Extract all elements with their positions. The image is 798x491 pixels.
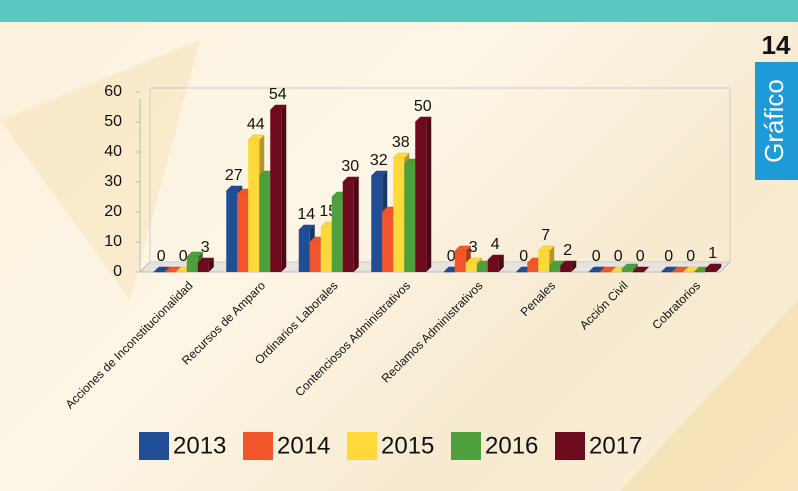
data-label: 27 <box>225 167 243 184</box>
badge-number: 14 <box>762 30 791 60</box>
bar-side <box>632 264 638 272</box>
data-label: 0 <box>157 248 166 265</box>
data-label: 0 <box>614 248 623 265</box>
y-tick-label: 60 <box>104 83 122 100</box>
bar-side <box>571 261 577 272</box>
data-label: 4 <box>491 236 500 253</box>
data-label: 38 <box>392 134 410 151</box>
data-label: 0 <box>179 248 188 265</box>
bar <box>549 266 561 272</box>
badge-box <box>755 62 798 180</box>
bar <box>371 176 383 272</box>
bar-side <box>208 258 214 272</box>
bar <box>621 269 633 272</box>
bar-side <box>498 255 504 272</box>
data-label: 3 <box>469 239 478 256</box>
bar <box>476 266 488 272</box>
data-label: 2 <box>563 242 572 259</box>
bar-side <box>353 177 359 272</box>
bar <box>331 197 343 272</box>
legend-label: 2013 <box>173 432 226 459</box>
data-label: 0 <box>636 248 645 265</box>
bar <box>309 242 321 272</box>
legend-label: 2015 <box>381 432 434 459</box>
bar <box>270 110 282 272</box>
data-label: 32 <box>370 152 388 169</box>
legend-label: 2017 <box>589 432 642 459</box>
bar <box>248 140 260 272</box>
data-label: 3 <box>201 239 210 256</box>
y-tick-label: 50 <box>104 113 122 130</box>
y-tick-label: 40 <box>104 143 122 160</box>
data-label: 0 <box>664 248 673 265</box>
y-tick-label: 0 <box>113 263 122 280</box>
decor <box>0 40 200 300</box>
bar <box>342 182 354 272</box>
data-label: 7 <box>541 227 550 244</box>
data-label: 0 <box>592 248 601 265</box>
data-label: 1 <box>708 245 717 262</box>
legend-swatch <box>555 432 585 460</box>
y-tick-label: 30 <box>104 173 122 190</box>
top-strip <box>0 0 798 22</box>
legend-swatch <box>347 432 377 460</box>
data-label: 54 <box>269 86 287 103</box>
data-label: 0 <box>519 248 528 265</box>
data-label: 50 <box>414 98 432 115</box>
bar <box>705 269 717 272</box>
y-tick-label: 10 <box>104 233 122 250</box>
bar <box>259 176 271 272</box>
bar <box>186 257 198 272</box>
data-label: 44 <box>247 116 265 133</box>
data-label: 0 <box>447 248 456 265</box>
bar <box>527 263 539 272</box>
legend-label: 2014 <box>277 432 330 459</box>
legend-swatch <box>139 432 169 460</box>
bar-side <box>281 105 287 272</box>
x-tick-label: Acción Civil <box>577 278 631 332</box>
legend-swatch <box>243 432 273 460</box>
x-tick-label: Penales <box>518 278 559 319</box>
bar <box>404 164 416 272</box>
bar <box>393 158 405 272</box>
bar <box>197 263 209 272</box>
bar-side <box>426 117 432 272</box>
bar <box>487 260 499 272</box>
badge-label: Gráfico <box>759 79 789 163</box>
back-wall <box>149 87 731 263</box>
bar-side <box>716 264 722 272</box>
bar <box>454 251 466 272</box>
data-label: 0 <box>686 248 695 265</box>
data-label: 14 <box>297 206 315 223</box>
bar <box>560 266 572 272</box>
bar <box>237 194 249 272</box>
legend-swatch <box>451 432 481 460</box>
x-tick-label: Cobratorios <box>649 278 703 332</box>
bar <box>415 122 427 272</box>
bar <box>226 191 238 272</box>
data-label: 30 <box>341 158 359 175</box>
legend-label: 2016 <box>485 432 538 459</box>
x-tick-label: Contenciosos Administrativos <box>292 278 413 399</box>
bar <box>538 251 550 272</box>
bar <box>465 263 477 272</box>
y-tick-label: 20 <box>104 203 122 220</box>
bar <box>382 212 394 272</box>
bar <box>320 227 332 272</box>
decor <box>620 300 798 491</box>
bar <box>298 230 310 272</box>
